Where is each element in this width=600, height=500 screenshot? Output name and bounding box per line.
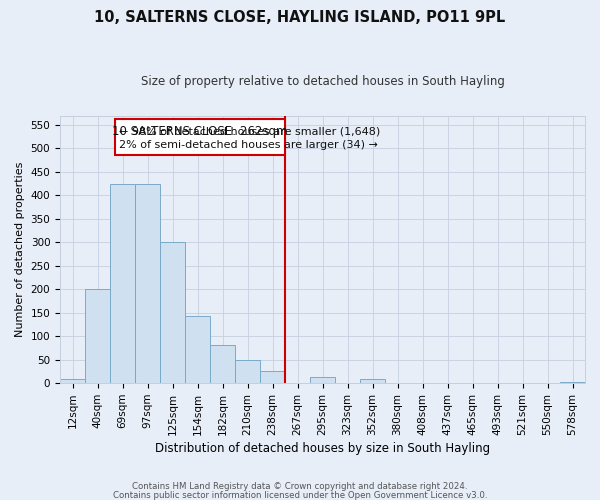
Bar [60, 378, 85, 383]
Bar [360, 380, 385, 383]
Bar [260, 372, 285, 383]
Text: Contains HM Land Registry data © Crown copyright and database right 2024.: Contains HM Land Registry data © Crown c… [132, 482, 468, 491]
Bar [560, 382, 585, 383]
Text: ← 98% of detached houses are smaller (1,648): ← 98% of detached houses are smaller (1,… [119, 127, 380, 137]
Text: 10, SALTERNS CLOSE, HAYLING ISLAND, PO11 9PL: 10, SALTERNS CLOSE, HAYLING ISLAND, PO11… [94, 10, 506, 25]
Text: Contains public sector information licensed under the Open Government Licence v3: Contains public sector information licen… [113, 490, 487, 500]
Y-axis label: Number of detached properties: Number of detached properties [15, 162, 25, 337]
Bar [110, 184, 135, 383]
Bar [160, 242, 185, 383]
Bar [135, 184, 160, 383]
Text: 2% of semi-detached houses are larger (34) →: 2% of semi-detached houses are larger (3… [119, 140, 377, 150]
Bar [85, 290, 110, 383]
Bar [185, 316, 210, 383]
Text: 10 SALTERNS CLOSE: 262sqm: 10 SALTERNS CLOSE: 262sqm [112, 125, 288, 138]
Bar [210, 344, 235, 383]
Bar [310, 377, 335, 383]
Title: Size of property relative to detached houses in South Hayling: Size of property relative to detached ho… [140, 75, 505, 88]
FancyBboxPatch shape [115, 119, 285, 154]
X-axis label: Distribution of detached houses by size in South Hayling: Distribution of detached houses by size … [155, 442, 490, 455]
Bar [235, 360, 260, 383]
